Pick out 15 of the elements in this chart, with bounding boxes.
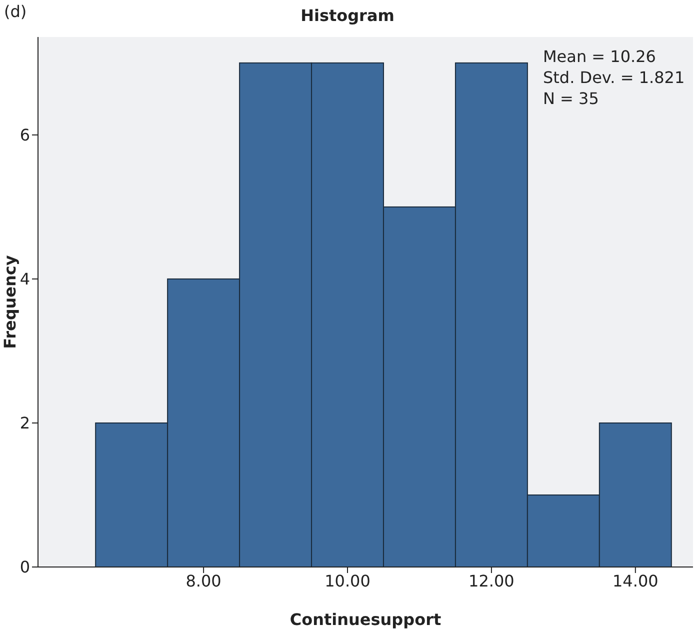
annotation: Std. Dev. = 1.821 bbox=[543, 67, 685, 88]
chart-title: Histogram bbox=[300, 6, 394, 25]
x-tick-label: 8.00 bbox=[186, 571, 222, 590]
annotation: N = 35 bbox=[543, 88, 600, 109]
y-tick-label: 6 bbox=[20, 126, 30, 145]
x-axis-title: Continuesupport bbox=[290, 610, 442, 629]
y-tick-label: 4 bbox=[20, 270, 30, 289]
x-tick-label: 14.00 bbox=[612, 571, 658, 590]
x-tick-label: 12.00 bbox=[468, 571, 514, 590]
y-tick-label: 2 bbox=[20, 414, 30, 433]
text: (d) bbox=[4, 2, 27, 21]
y-tick-label: 0 bbox=[20, 558, 30, 577]
x-tick-label: 10.00 bbox=[324, 571, 370, 590]
annotation: Mean = 10.26 bbox=[543, 46, 657, 67]
y-axis-title: Frequency bbox=[0, 254, 20, 349]
